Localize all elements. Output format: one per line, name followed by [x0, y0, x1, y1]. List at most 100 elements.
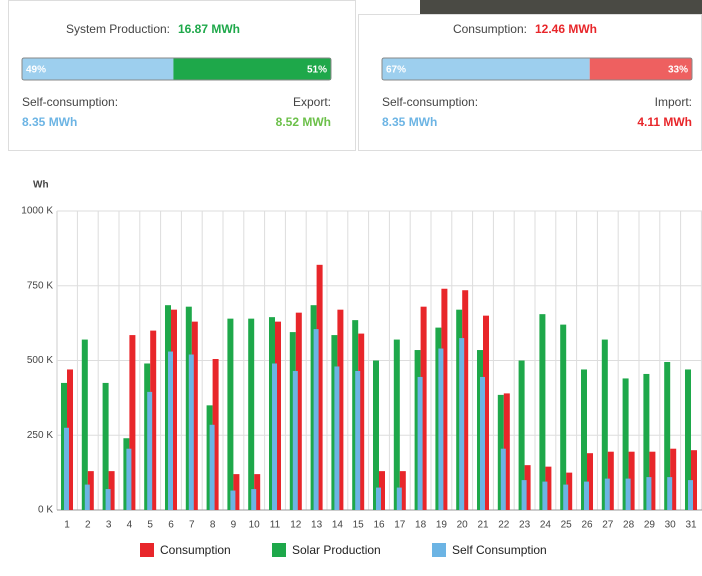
- bar: [459, 338, 464, 510]
- bar: [438, 349, 443, 510]
- x-tick-label: 12: [290, 520, 302, 531]
- split-segment: [382, 58, 590, 80]
- split-label: 49%: [26, 65, 46, 76]
- bar: [542, 482, 547, 510]
- x-tick-label: 25: [561, 520, 573, 531]
- bar: [106, 489, 111, 510]
- x-tick-label: 18: [415, 520, 427, 531]
- x-tick-label: 31: [685, 520, 697, 531]
- bar: [230, 491, 235, 510]
- dashboard: System Production: 16.87 MWh 49% 51% Self-co…: [0, 0, 702, 576]
- y-tick-label: 0 K: [38, 505, 53, 516]
- right-value: 4.11 MWh: [637, 115, 692, 129]
- bar: [539, 314, 545, 510]
- x-tick-label: 1: [64, 520, 70, 531]
- panel-total: 12.46 MWh: [535, 22, 597, 36]
- bar: [293, 371, 298, 510]
- header-photo: [420, 0, 702, 14]
- x-tick-label: 5: [147, 520, 153, 531]
- bar: [147, 392, 152, 510]
- bar: [334, 366, 339, 510]
- bar: [397, 488, 402, 510]
- legend-swatch: [272, 543, 286, 557]
- split-label: 51%: [307, 65, 327, 76]
- x-tick-label: 6: [168, 520, 174, 531]
- legend-swatch: [432, 543, 446, 557]
- legend-label: Solar Production: [292, 543, 381, 557]
- bar: [227, 319, 233, 510]
- left-label: Self-consumption:: [22, 95, 118, 109]
- x-tick-label: 20: [457, 520, 469, 531]
- bar: [251, 489, 256, 510]
- bar: [667, 477, 672, 510]
- bar: [626, 479, 631, 510]
- left-label: Self-consumption:: [382, 95, 478, 109]
- x-tick-label: 9: [231, 520, 237, 531]
- bar: [584, 482, 589, 510]
- bar: [126, 449, 131, 510]
- left-value: 8.35 MWh: [382, 115, 437, 129]
- panel-total: 16.87 MWh: [178, 22, 240, 36]
- y-tick-label: 250 K: [27, 430, 53, 441]
- bar: [85, 485, 90, 510]
- x-tick-label: 30: [665, 520, 677, 531]
- right-label: Export:: [293, 95, 331, 109]
- x-tick-label: 13: [311, 520, 323, 531]
- panel-title: System Production:: [66, 22, 170, 36]
- bar: [560, 325, 566, 510]
- panel-title: Consumption:: [453, 22, 527, 36]
- bar: [688, 480, 693, 510]
- bar: [64, 428, 69, 510]
- bar: [82, 340, 88, 510]
- bar: [480, 377, 485, 510]
- x-tick-label: 28: [623, 520, 635, 531]
- bar: [189, 355, 194, 510]
- x-tick-label: 15: [353, 520, 365, 531]
- bar: [168, 352, 173, 510]
- bar: [272, 363, 277, 510]
- left-value: 8.35 MWh: [22, 115, 77, 129]
- bar: [563, 485, 568, 510]
- bar: [355, 371, 360, 510]
- x-tick-label: 3: [106, 520, 112, 531]
- split-label: 67%: [386, 65, 406, 76]
- x-tick-label: 2: [85, 520, 91, 531]
- bar: [314, 329, 319, 510]
- right-label: Import:: [655, 95, 692, 109]
- legend-swatch: [140, 543, 154, 557]
- y-tick-label: 750 K: [27, 280, 53, 291]
- x-tick-label: 29: [644, 520, 656, 531]
- split-label: 33%: [668, 65, 688, 76]
- x-tick-label: 27: [602, 520, 614, 531]
- x-tick-label: 24: [540, 520, 552, 531]
- legend-label: Consumption: [160, 543, 231, 557]
- y-tick-label: 500 K: [27, 355, 53, 366]
- x-tick-label: 19: [436, 520, 448, 531]
- bar: [210, 425, 215, 510]
- bar: [394, 340, 400, 510]
- right-value: 8.52 MWh: [276, 115, 331, 129]
- legend-label: Self Consumption: [452, 543, 547, 557]
- bar: [376, 488, 381, 510]
- x-tick-label: 26: [581, 520, 593, 531]
- bar: [522, 480, 527, 510]
- bar: [418, 377, 423, 510]
- bar: [501, 449, 506, 510]
- x-tick-label: 23: [519, 520, 531, 531]
- y-tick-label: 1000 K: [21, 206, 53, 217]
- x-tick-label: 21: [477, 520, 489, 531]
- y-axis-label: Wh: [33, 180, 49, 191]
- x-tick-label: 16: [373, 520, 385, 531]
- bar: [605, 479, 610, 510]
- x-tick-label: 14: [332, 520, 344, 531]
- x-tick-label: 7: [189, 520, 195, 531]
- x-tick-label: 22: [498, 520, 510, 531]
- consumption-panel: [359, 15, 702, 151]
- bar: [646, 477, 651, 510]
- x-tick-label: 17: [394, 520, 406, 531]
- x-tick-label: 8: [210, 520, 216, 531]
- bar: [248, 319, 254, 510]
- x-tick-label: 4: [127, 520, 133, 531]
- x-tick-label: 10: [249, 520, 261, 531]
- x-tick-label: 11: [270, 520, 281, 531]
